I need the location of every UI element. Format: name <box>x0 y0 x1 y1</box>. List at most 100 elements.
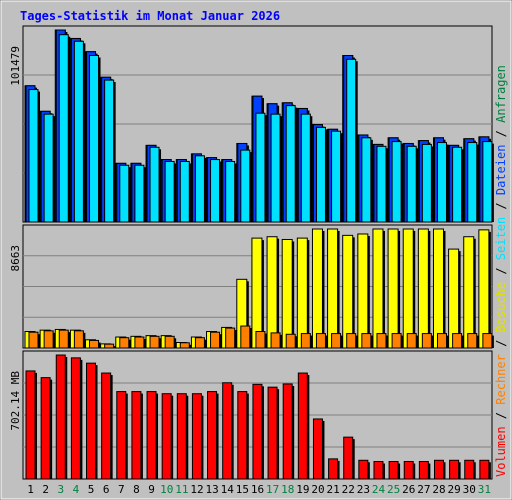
x-tick-label: 25 <box>387 483 400 496</box>
volume-bar <box>161 393 172 480</box>
x-tick-label: 6 <box>103 483 110 496</box>
x-tick-label: 31 <box>478 483 491 496</box>
legend-separator: / <box>494 332 508 354</box>
visits-bar <box>311 228 323 349</box>
pages-bar <box>255 112 266 223</box>
x-tick-label: 18 <box>281 483 294 496</box>
sites-bar <box>28 331 39 349</box>
sites-bar <box>179 342 190 349</box>
volume-bar <box>222 382 233 480</box>
volume-bar <box>25 370 36 480</box>
volume-bar <box>55 354 66 480</box>
x-tick-label: 7 <box>118 483 125 496</box>
legend-separator: / <box>494 260 508 282</box>
pages-bar <box>361 137 372 223</box>
sites-bar <box>406 333 417 349</box>
sites-bar <box>194 337 205 349</box>
visits-bar <box>432 228 444 349</box>
sites-bar <box>361 333 372 349</box>
pages-bar <box>58 34 69 223</box>
y-axis-max-label: 101479 <box>9 46 22 86</box>
x-tick-label: 21 <box>327 483 340 496</box>
legend-item: Volumen <box>494 426 508 477</box>
x-tick-label: 20 <box>311 483 324 496</box>
x-tick-label: 14 <box>221 483 235 496</box>
visits-bar <box>281 238 293 349</box>
x-tick-label: 15 <box>236 483 249 496</box>
sites-bar <box>421 333 432 349</box>
volume-bar <box>191 393 202 480</box>
x-tick-label: 11 <box>175 483 188 496</box>
volume-bar <box>312 418 323 480</box>
x-tick-label: 16 <box>251 483 264 496</box>
pages-bar <box>406 145 417 223</box>
sites-bar <box>391 333 402 349</box>
sites-bar <box>452 333 463 349</box>
sites-bar <box>119 337 130 349</box>
right-legend: Volumen / Rechner / Besuche / Seiten / D… <box>494 65 508 477</box>
pages-bar <box>225 160 236 223</box>
pages-bar <box>346 58 357 223</box>
y-axis-labels: 101479 8663 702.14 MB <box>9 46 22 431</box>
visits-bar <box>357 233 369 349</box>
pages-bar <box>164 160 175 223</box>
x-tick-label: 26 <box>402 483 415 496</box>
volume-bar <box>207 391 218 480</box>
volume-bar <box>373 461 384 480</box>
volume-bar <box>449 459 460 480</box>
sites-bar <box>89 339 100 349</box>
visits-bar <box>417 228 429 349</box>
pages-bar <box>119 164 130 223</box>
pages-bar <box>43 113 54 223</box>
sites-bar <box>134 336 145 349</box>
pages-bar <box>285 105 296 223</box>
volume-bar <box>86 362 97 480</box>
pages-bar <box>210 159 221 223</box>
volume-bar <box>146 391 157 480</box>
pages-bar <box>270 113 281 223</box>
pages-bar <box>331 130 342 223</box>
visits-bar <box>372 228 384 349</box>
x-tick-label: 9 <box>148 483 155 496</box>
sites-bar <box>73 330 84 349</box>
volume-bar <box>176 393 187 480</box>
pages-bar <box>436 142 447 223</box>
legend-item: Seiten <box>494 217 508 260</box>
visits-bar <box>478 229 490 349</box>
volume-bar <box>403 461 414 480</box>
legend-separator: / <box>494 195 508 217</box>
legend-separator: / <box>494 405 508 427</box>
x-tick-label: 19 <box>296 483 309 496</box>
sites-bar <box>315 333 326 349</box>
legend-item: Rechner <box>494 354 508 405</box>
volume-bar <box>282 383 293 480</box>
pages-bar <box>89 55 100 223</box>
volume-bar <box>418 461 429 480</box>
volume-bar <box>297 372 308 480</box>
sites-bar <box>346 333 357 349</box>
y-axis-max-label: 8663 <box>9 245 22 272</box>
legend-item: Anfragen <box>494 65 508 123</box>
volume-bar <box>464 459 475 480</box>
sites-bar <box>149 335 160 349</box>
volume-bar <box>131 391 142 480</box>
pages-bar <box>194 155 205 223</box>
sites-bar <box>467 333 478 349</box>
x-tick-label: 13 <box>205 483 218 496</box>
visits-bar <box>463 236 475 349</box>
sites-bar <box>240 325 251 349</box>
visits-bar <box>342 234 354 349</box>
sites-bar <box>285 333 296 349</box>
x-tick-label: 8 <box>133 483 140 496</box>
volume-bar <box>70 357 81 480</box>
pages-bar <box>391 141 402 223</box>
volume-bar <box>328 458 339 480</box>
pages-bar <box>104 79 115 223</box>
pages-bar <box>376 145 387 223</box>
visits-bar <box>402 228 414 349</box>
chart-panels <box>22 25 494 480</box>
x-tick-label: 2 <box>42 483 49 496</box>
x-tick-label: 3 <box>58 483 65 496</box>
